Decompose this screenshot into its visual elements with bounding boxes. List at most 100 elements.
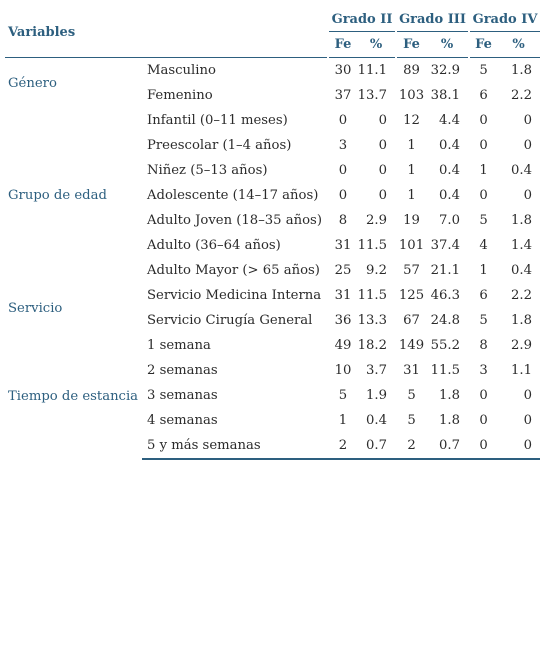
percent-cell: 0: [378, 163, 388, 178]
frequency-cell: 6: [468, 83, 498, 108]
frequency-cell: 8: [468, 333, 498, 358]
table-row: Femenino 37 13.7 103 38.1 6 2.2: [5, 83, 540, 108]
percent-cell: 0: [523, 138, 533, 153]
fe-header: Fe: [395, 31, 427, 58]
frequency-cell: 5: [468, 57, 498, 83]
subcategory-label: Femenino: [147, 88, 213, 103]
subcategory-label: 2 semanas: [147, 363, 218, 378]
percent-header: %: [426, 31, 470, 58]
frequency-cell: 89: [395, 57, 427, 83]
frequency-cell: 0: [327, 158, 357, 183]
frequency-cell: 49: [327, 333, 357, 358]
frequency-cell: 37: [327, 83, 357, 108]
grades-table: Variables Grado II Grado III Grado IV Fe…: [5, 7, 541, 460]
subcategory-label: 4 semanas: [147, 413, 218, 428]
percent-cell: 0: [523, 188, 533, 203]
subcategory-label: Preescolar (1–4 años): [147, 138, 292, 153]
percent-cell: 0.4: [511, 163, 533, 178]
frequency-cell: 2: [395, 433, 427, 460]
table-row: 4 semanas 1 0.4 5 1.8 0 0: [5, 408, 540, 433]
frequency-cell: 8: [327, 208, 357, 233]
percent-cell: 4.4: [439, 113, 461, 128]
percent-cell: 1.8: [511, 313, 533, 328]
table-row: Adulto Mayor (> 65 años) 25 9.2 57 21.1 1 0.4: [5, 258, 540, 283]
percent-cell: 13.3: [357, 313, 388, 328]
frequency-cell: 31: [327, 233, 357, 258]
frequency-cell: 19: [395, 208, 427, 233]
subcategory-label: Adulto Mayor (> 65 años): [147, 263, 320, 278]
table-row: Género Masculino 30 11.1 89 32.9 5 1.8: [5, 57, 540, 91]
percent-cell: 1.8: [439, 413, 461, 428]
percent-cell: 0.7: [357, 433, 397, 460]
frequency-cell: 3: [327, 133, 357, 158]
fe-header: Fe: [327, 31, 357, 58]
percent-cell: 9.2: [366, 263, 388, 278]
percent-cell: 0: [523, 113, 533, 128]
percent-cell: 1.8: [511, 63, 533, 78]
table-row: 5 y más semanas 2 0.7 2 0.7 0 0: [5, 433, 541, 460]
percent-cell: 2.9: [366, 213, 388, 228]
frequency-cell: 12: [395, 108, 427, 133]
table-row: Niñez (5–13 años) 0 0 1 0.4 1 0.4: [5, 158, 540, 183]
subcategory-label: 5 y más semanas: [142, 433, 328, 460]
subcategory-label: 1 semana: [147, 338, 211, 353]
table-body: Género Masculino 30 11.1 89 32.9 5 1.8 Femenino 3…: [5, 57, 541, 460]
table-row: 3 semanas 5 1.9 5 1.8 0 0: [5, 383, 540, 408]
table-row: Grupo de edad Infantil (0–11 meses) 0 0 12 4.…: [5, 108, 540, 203]
subcategory-label: 3 semanas: [147, 388, 218, 403]
frequency-cell: 5: [468, 208, 498, 233]
percent-cell: 7.0: [439, 213, 461, 228]
frequency-cell: 101: [395, 233, 427, 258]
category-label: Tiempo de estancia: [8, 388, 139, 404]
percent-cell: 37.4: [430, 238, 461, 253]
frequency-cell: 5: [395, 408, 427, 433]
frequency-cell: 30: [327, 57, 357, 83]
percent-cell: 55.2: [430, 338, 461, 353]
percent-cell: 24.8: [430, 313, 461, 328]
percent-cell: 38.1: [430, 88, 461, 103]
grade-header: Grado IV: [468, 7, 541, 32]
frequency-cell: 103: [395, 83, 427, 108]
subcategory-label: Servicio Medicina Interna: [147, 288, 322, 303]
table-row: Adulto Joven (18–35 años) 8 2.9 19 7.0 5 1.8: [5, 208, 540, 233]
grade-header: Grado III: [395, 7, 470, 32]
subcategory-label: Infantil (0–11 meses): [147, 113, 288, 128]
percent-cell: 0: [523, 413, 533, 428]
frequency-cell: 4: [468, 233, 498, 258]
frequency-cell: 1: [327, 408, 357, 433]
percent-cell: 0: [378, 188, 388, 203]
frequency-cell: 125: [395, 283, 427, 308]
table-row: Preescolar (1–4 años) 3 0 1 0.4 0 0: [5, 133, 540, 158]
variables-header: Variables: [5, 7, 328, 58]
percent-cell: 0.4: [366, 413, 388, 428]
frequency-cell: 57: [395, 258, 427, 283]
frequency-cell: 0: [327, 183, 357, 208]
percent-cell: 0.4: [439, 138, 461, 153]
frequency-cell: 10: [327, 358, 357, 383]
frequency-cell: 3: [468, 358, 498, 383]
frequency-cell: 6: [468, 283, 498, 308]
percent-cell: 1.4: [511, 238, 533, 253]
percent-header: %: [497, 31, 541, 58]
frequency-cell: 31: [395, 358, 427, 383]
frequency-cell: 1: [468, 258, 498, 283]
frequency-cell: 1: [395, 133, 427, 158]
table-row: Adulto (36–64 años) 31 11.5 101 37.4 4 1.4: [5, 233, 540, 258]
subcategory-label: Servicio Cirugía General: [147, 313, 313, 328]
category-label: Género: [8, 75, 57, 91]
percent-cell: 0.4: [439, 188, 461, 203]
frequency-cell: 0: [468, 183, 498, 208]
percent-cell: 13.7: [357, 88, 388, 103]
percent-header: %: [357, 31, 397, 58]
percent-cell: 11.5: [357, 238, 388, 253]
subcategory-label: Adulto Joven (18–35 años): [147, 213, 322, 228]
percent-cell: 1.8: [511, 213, 533, 228]
percent-cell: 3.7: [366, 363, 388, 378]
category-label: Grupo de edad: [8, 188, 107, 203]
frequency-cell: 0: [468, 433, 498, 460]
frequency-cell: 2: [327, 433, 357, 460]
table-row: Servicio Servicio Medicina Interna 31 11.5 1…: [5, 283, 540, 316]
percent-cell: 18.2: [357, 338, 388, 353]
percent-cell: 2.2: [511, 88, 533, 103]
percent-cell: 11.5: [357, 288, 388, 303]
